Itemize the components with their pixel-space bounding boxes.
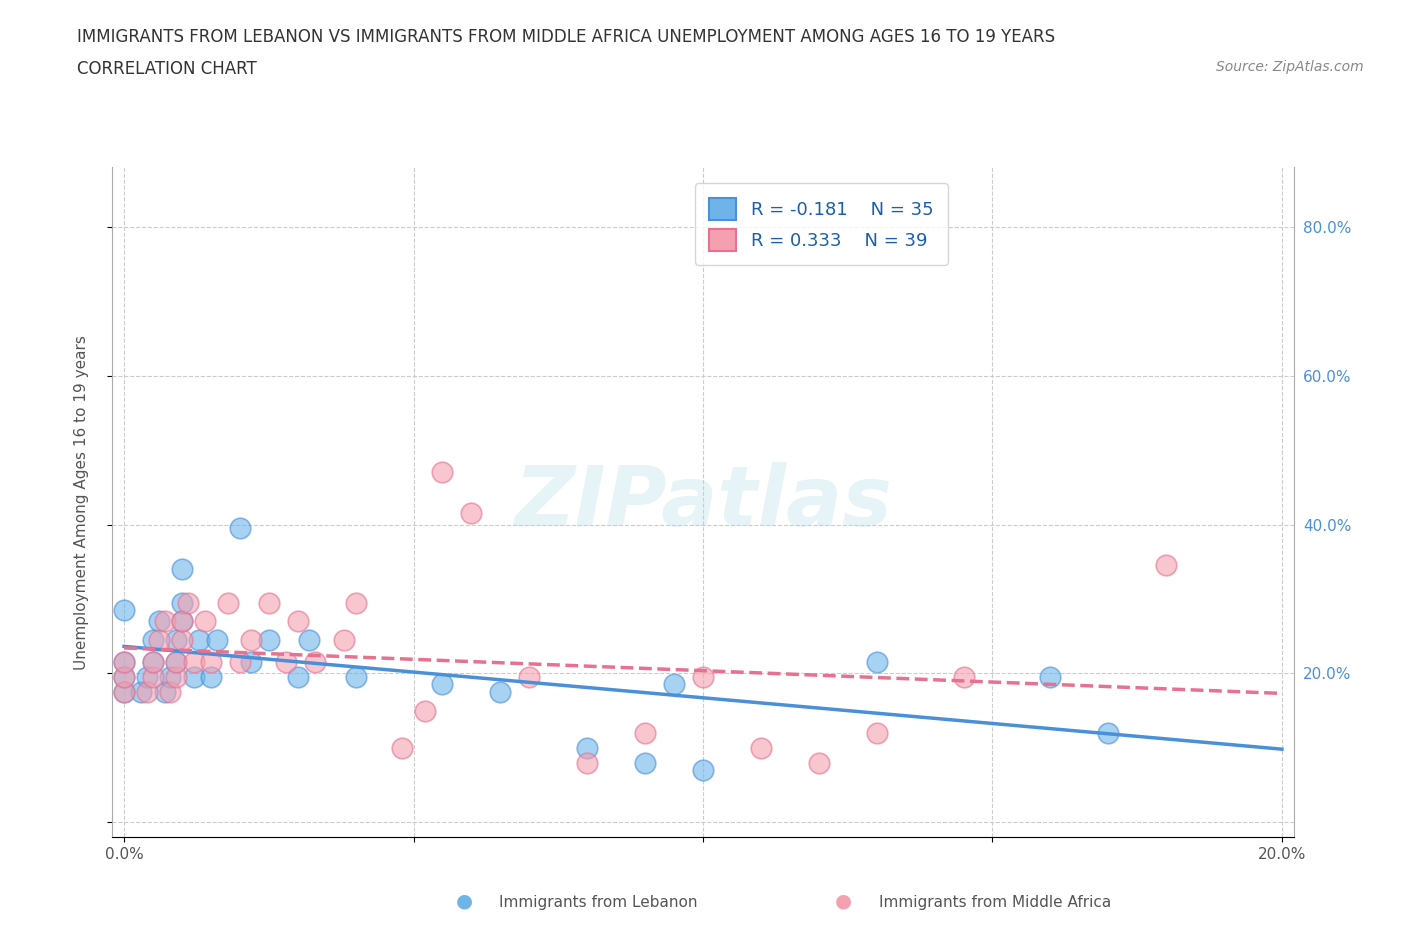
Point (165, 655, 187, 670)
Point (112, 684, 135, 699)
Text: CORRELATION CHART: CORRELATION CHART (77, 60, 257, 78)
Point (257, 632, 280, 647)
Point (136, 684, 159, 699)
Point (153, 614, 176, 629)
Point (188, 632, 211, 647)
Point (576, 755, 599, 770)
Point (183, 670, 205, 684)
Point (170, 614, 193, 629)
Text: ●: ● (835, 892, 852, 910)
Text: Immigrants from Middle Africa: Immigrants from Middle Africa (879, 895, 1111, 910)
Point (333, 632, 356, 647)
Point (112, 670, 135, 684)
Point (866, 655, 889, 670)
Point (200, 670, 222, 684)
Point (276, 655, 298, 670)
Point (112, 670, 135, 684)
Text: Immigrants from Lebanon: Immigrants from Lebanon (499, 895, 697, 910)
Point (148, 614, 170, 629)
Point (194, 614, 217, 629)
Point (634, 725, 657, 740)
Point (165, 632, 187, 647)
Point (866, 725, 889, 740)
Text: IMMIGRANTS FROM LEBANON VS IMMIGRANTS FROM MIDDLE AFRICA UNEMPLOYMENT AMONG AGES: IMMIGRANTS FROM LEBANON VS IMMIGRANTS FR… (77, 28, 1056, 46)
Point (170, 614, 193, 629)
Point (112, 684, 135, 699)
Point (257, 595, 280, 610)
Point (177, 595, 200, 610)
Y-axis label: Unemployment Among Ages 16 to 19 years: Unemployment Among Ages 16 to 19 years (75, 335, 89, 670)
Point (692, 763, 714, 777)
Point (1097, 725, 1119, 740)
Point (287, 614, 309, 629)
Point (229, 521, 252, 536)
Point (344, 595, 367, 610)
Point (240, 632, 263, 647)
Point (170, 562, 193, 577)
Point (1039, 670, 1062, 684)
Point (112, 603, 135, 618)
Point (662, 677, 685, 692)
Legend: R = -0.181    N = 35, R = 0.333    N = 39: R = -0.181 N = 35, R = 0.333 N = 39 (695, 183, 948, 265)
Point (170, 632, 193, 647)
Point (517, 670, 540, 684)
Text: ●: ● (456, 892, 472, 910)
Point (304, 655, 326, 670)
Point (165, 670, 187, 684)
Point (460, 506, 482, 521)
Point (159, 684, 181, 699)
Point (287, 670, 309, 684)
Text: ZIPatlas: ZIPatlas (515, 461, 891, 543)
Point (148, 632, 170, 647)
Point (344, 670, 367, 684)
Point (298, 632, 321, 647)
Point (153, 684, 176, 699)
Point (112, 655, 135, 670)
Point (240, 655, 263, 670)
Text: Source: ZipAtlas.com: Source: ZipAtlas.com (1216, 60, 1364, 74)
Point (807, 755, 830, 770)
Point (165, 655, 187, 670)
Point (142, 655, 165, 670)
Point (952, 670, 974, 684)
Point (576, 740, 599, 755)
Point (749, 740, 772, 755)
Point (136, 670, 159, 684)
Point (489, 684, 512, 699)
Point (142, 670, 165, 684)
Point (391, 740, 413, 755)
Point (413, 703, 436, 718)
Point (131, 684, 153, 699)
Point (112, 655, 135, 670)
Point (432, 677, 454, 692)
Point (692, 670, 714, 684)
Point (200, 655, 222, 670)
Point (142, 655, 165, 670)
Point (142, 632, 165, 647)
Point (432, 465, 454, 480)
Point (205, 632, 228, 647)
Point (217, 595, 239, 610)
Point (183, 655, 205, 670)
Point (229, 655, 252, 670)
Point (159, 670, 181, 684)
Point (634, 755, 657, 770)
Point (170, 595, 193, 610)
Point (1154, 558, 1177, 573)
